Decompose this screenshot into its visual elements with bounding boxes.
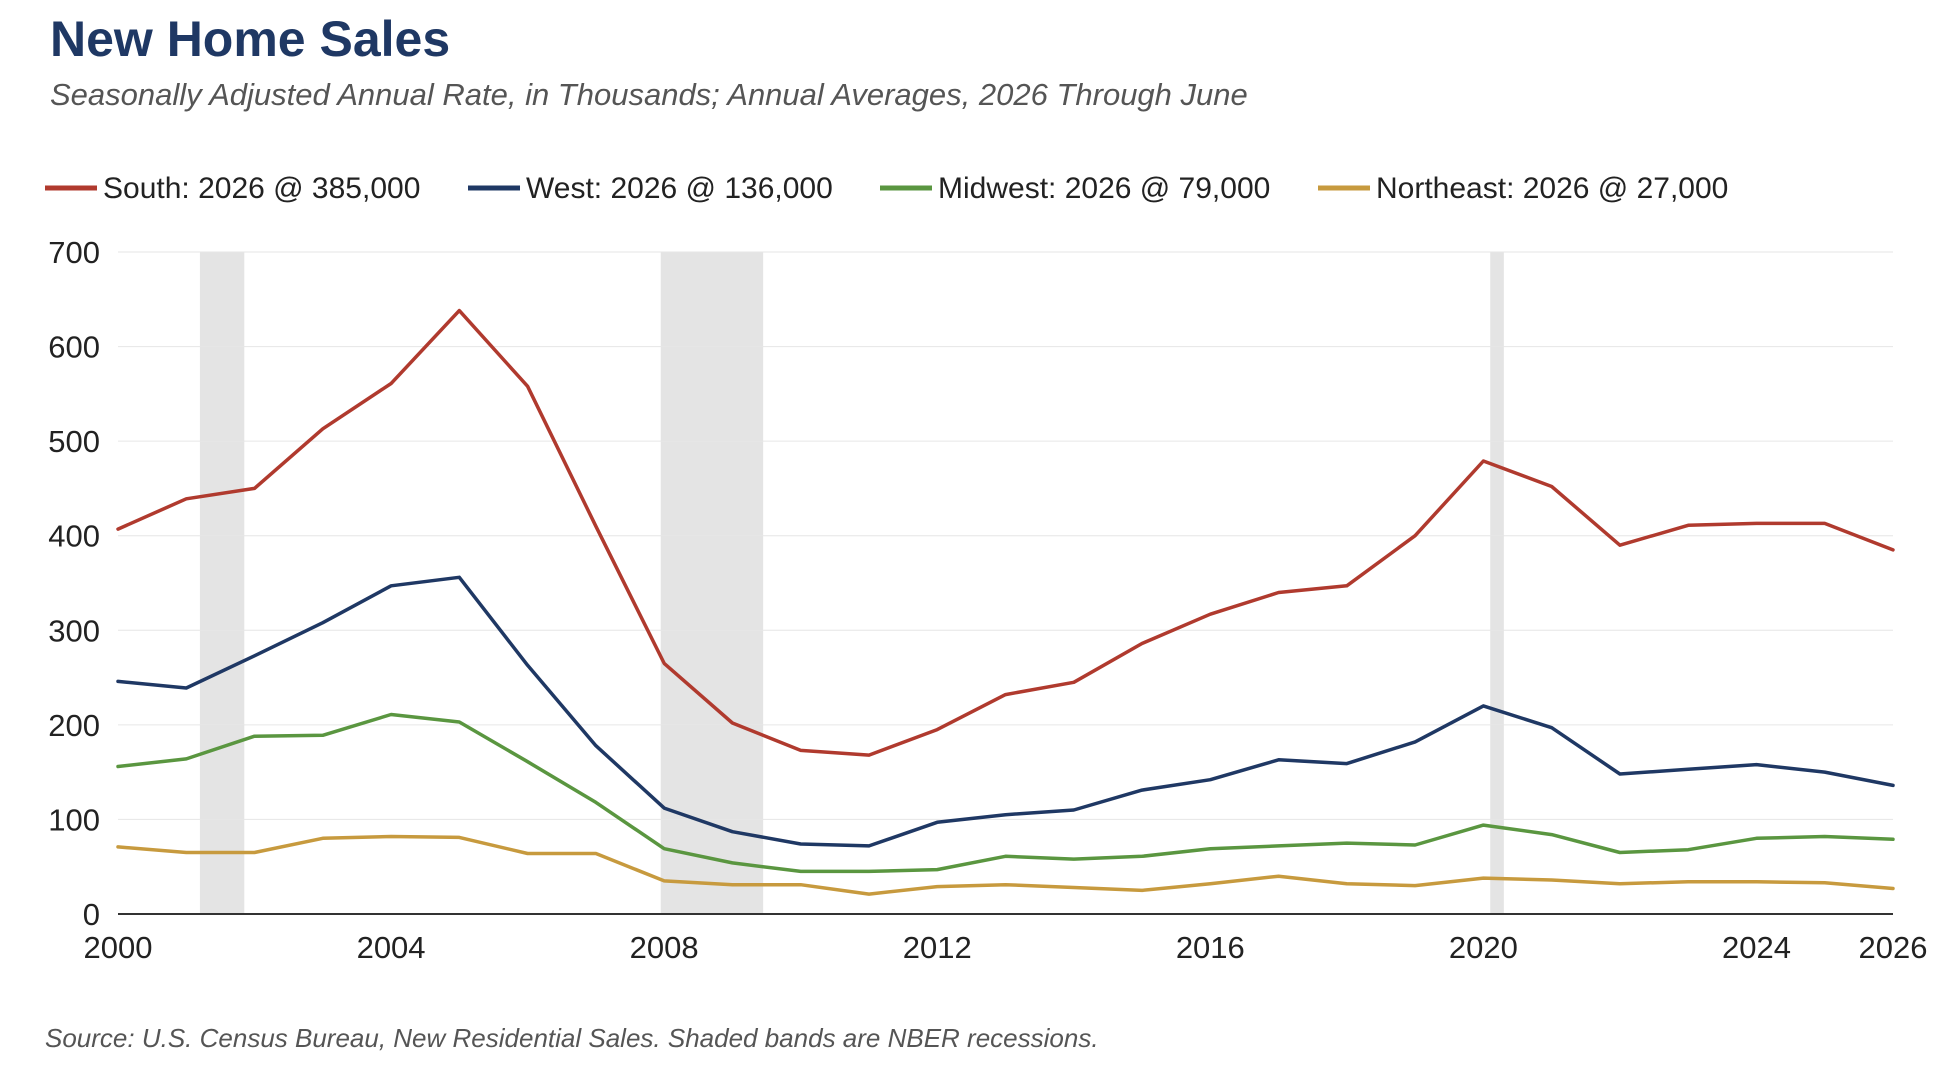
chart-subtitle: Seasonally Adjusted Annual Rate, in Thou… <box>50 77 1248 112</box>
recession-band-2 <box>660 252 764 914</box>
chart-title: New Home Sales <box>50 11 451 67</box>
legend-label-3: Midwest: 2026 @ 79,000 <box>938 172 1270 205</box>
recession-band-1 <box>199 252 245 914</box>
y-tick-label-500: 500 <box>48 424 100 459</box>
y-tick-label-0: 0 <box>83 897 100 932</box>
y-tick-label-600: 600 <box>48 330 100 365</box>
series-line-2 <box>116 575 1895 848</box>
legend: South: 2026 @ 385,000 West: 2026 @ 136,00… <box>45 172 1728 205</box>
legend-label-1: South: 2026 @ 385,000 <box>103 172 420 205</box>
recession-band-3 <box>1490 252 1504 914</box>
x-tick-label-2020: 2020 <box>1449 930 1518 965</box>
x-tick-label-2004: 2004 <box>357 930 426 965</box>
x-tick-label-2008: 2008 <box>630 930 699 965</box>
y-tick-label-400: 400 <box>48 519 100 554</box>
source-note: Source: U.S. Census Bureau, New Resident… <box>45 1023 1099 1053</box>
x-tick-label-2012: 2012 <box>903 930 972 965</box>
gridlines <box>118 251 1893 820</box>
x-tick-label-2026: 2026 <box>1859 930 1928 965</box>
x-tick-label-2016: 2016 <box>1176 930 1245 965</box>
series-line-4 <box>116 834 1895 896</box>
recession-bands <box>199 252 1504 914</box>
y-tick-label-300: 300 <box>48 613 100 648</box>
axes: 0 100 200 300 400 500 600 700 2000 2004 2008 2012 20… <box>48 235 1927 965</box>
series-line-3 <box>116 712 1895 874</box>
legend-label-2: West: 2026 @ 136,000 <box>526 172 833 205</box>
legend-label-4: Northeast: 2026 @ 27,000 <box>1376 172 1728 205</box>
y-tick-label-200: 200 <box>48 708 100 743</box>
y-tick-label-700: 700 <box>48 235 100 270</box>
series-line-1 <box>116 308 1895 757</box>
x-tick-label-2000: 2000 <box>84 930 153 965</box>
series-lines <box>116 308 1895 896</box>
y-tick-label-100: 100 <box>48 802 100 837</box>
x-tick-label-2024: 2024 <box>1722 930 1791 965</box>
